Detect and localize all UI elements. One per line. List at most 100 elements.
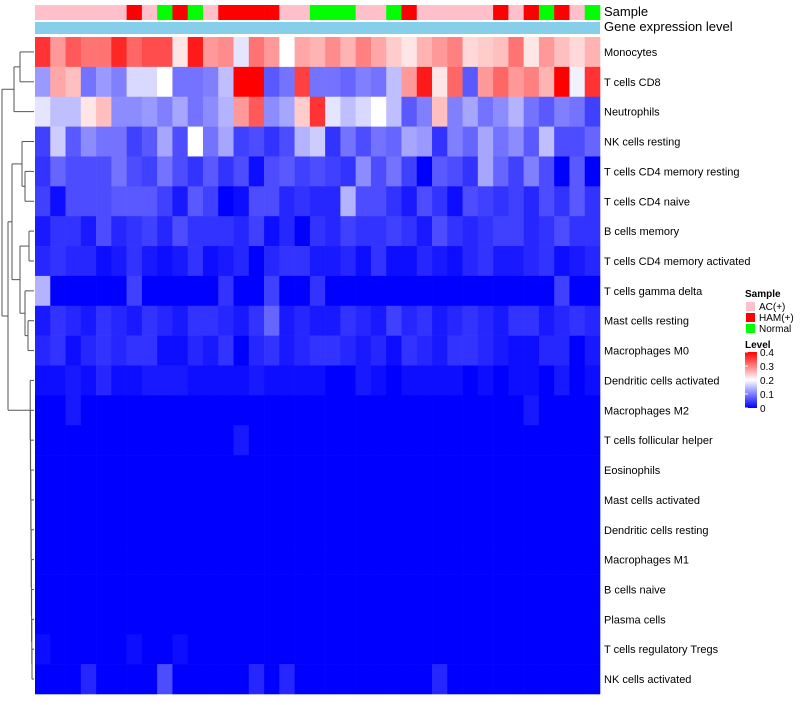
heatmap-cell xyxy=(157,514,173,545)
sample-anno-cell xyxy=(35,5,51,20)
legend-group-label: AC(+) xyxy=(759,302,785,313)
heatmap-cell xyxy=(508,216,524,247)
heatmap-cell xyxy=(96,514,112,545)
heatmap-cell xyxy=(309,216,326,247)
sample-anno-cell xyxy=(279,5,295,20)
heatmap-cell xyxy=(477,574,494,605)
expression-annotation-bar xyxy=(35,22,600,34)
heatmap-cell xyxy=(370,455,387,486)
heatmap-cell xyxy=(126,96,143,127)
heatmap-cell xyxy=(370,126,387,157)
heatmap-cell xyxy=(355,66,372,98)
heatmap-cell xyxy=(462,305,479,336)
heatmap-cell xyxy=(432,246,448,277)
legend-group-label: Normal xyxy=(759,324,791,335)
heatmap-cell xyxy=(279,216,295,247)
heatmap-cell xyxy=(355,246,372,277)
heatmap-cell xyxy=(340,126,356,157)
heatmap-cell xyxy=(50,335,66,366)
heatmap-cell xyxy=(126,664,143,695)
heatmap-cell xyxy=(447,156,463,187)
heatmap-cell xyxy=(80,96,97,127)
heatmap-cell xyxy=(432,126,448,157)
sample-anno-cell xyxy=(569,5,586,20)
heatmap-cell xyxy=(233,305,250,336)
heatmap-cell xyxy=(432,455,448,486)
heatmap-cell xyxy=(309,395,326,426)
sample-anno-cell xyxy=(187,5,204,20)
heatmap-cell xyxy=(172,37,189,68)
heatmap-cell xyxy=(584,186,601,217)
heatmap-cell xyxy=(294,574,311,605)
heatmap-cell xyxy=(50,544,66,575)
heatmap-cell xyxy=(325,335,341,366)
heatmap-cell xyxy=(508,514,524,545)
heatmap-cell xyxy=(294,604,311,635)
colorbar-tick-label: 0.1 xyxy=(760,390,774,401)
sample-anno-cell xyxy=(386,5,402,20)
heatmap-cell xyxy=(325,574,341,605)
heatmap-cell xyxy=(340,544,356,575)
heatmap-cell xyxy=(355,544,372,575)
heatmap-cell xyxy=(523,484,540,516)
sample-anno-cell xyxy=(80,5,97,20)
heatmap-cell xyxy=(264,664,280,695)
heatmap-cell xyxy=(248,305,265,336)
heatmap-cell xyxy=(157,96,173,127)
heatmap-cell xyxy=(309,574,326,605)
heatmap-cell xyxy=(187,66,204,98)
heatmap-cell xyxy=(447,246,463,277)
heatmap-cell xyxy=(447,425,463,456)
legend-swatch xyxy=(746,324,755,333)
heatmap-cell xyxy=(386,66,402,98)
heatmap-cell xyxy=(477,365,494,396)
heatmap-cell xyxy=(584,455,601,486)
heatmap-cell xyxy=(462,634,479,665)
heatmap-cell xyxy=(35,156,51,187)
heatmap-cell xyxy=(65,275,82,307)
heatmap-cell xyxy=(279,455,295,486)
heatmap-cell xyxy=(340,37,356,68)
heatmap-cell xyxy=(493,186,509,217)
heatmap-cell xyxy=(569,156,586,187)
heatmap-cell xyxy=(35,216,51,247)
heatmap-cell xyxy=(141,126,158,157)
heatmap-cell xyxy=(80,66,97,98)
heatmap-cell xyxy=(401,37,418,68)
heatmap-cell xyxy=(386,186,402,217)
heatmap-cell xyxy=(432,305,448,336)
heatmap-cell xyxy=(569,425,586,456)
heatmap-cell xyxy=(370,216,387,247)
heatmap-cell xyxy=(126,216,143,247)
heatmap-cell xyxy=(538,275,555,307)
heatmap-cell xyxy=(294,365,311,396)
heatmap-cell xyxy=(401,66,418,98)
heatmap-cell xyxy=(218,544,234,575)
heatmap-cell xyxy=(554,365,570,396)
heatmap-cell xyxy=(96,216,112,247)
heatmap-cell xyxy=(477,484,494,516)
heatmap-cell xyxy=(584,216,601,247)
heatmap-cell xyxy=(309,425,326,456)
heatmap-cell xyxy=(432,484,448,516)
row-dendrogram xyxy=(1,51,34,680)
heatmap-cell xyxy=(554,37,570,68)
heatmap-cell xyxy=(584,365,601,396)
heatmap-cell xyxy=(111,574,127,605)
heatmap-cell xyxy=(584,96,601,127)
row-label: Mast cells resting xyxy=(604,316,689,328)
legend-sample-title: Sample xyxy=(745,289,781,300)
heatmap-cell xyxy=(462,574,479,605)
heatmap-cell xyxy=(325,544,341,575)
heatmap-cell xyxy=(50,484,66,516)
heatmap-cell xyxy=(157,66,173,98)
heatmap-cell xyxy=(432,335,448,366)
heatmap-cell xyxy=(264,96,280,127)
heatmap-cell xyxy=(126,246,143,277)
heatmap-cell xyxy=(523,275,540,307)
heatmap-cell xyxy=(80,395,97,426)
heatmap-cell xyxy=(340,425,356,456)
heatmap-cell xyxy=(523,305,540,336)
heatmap-cell xyxy=(172,425,189,456)
